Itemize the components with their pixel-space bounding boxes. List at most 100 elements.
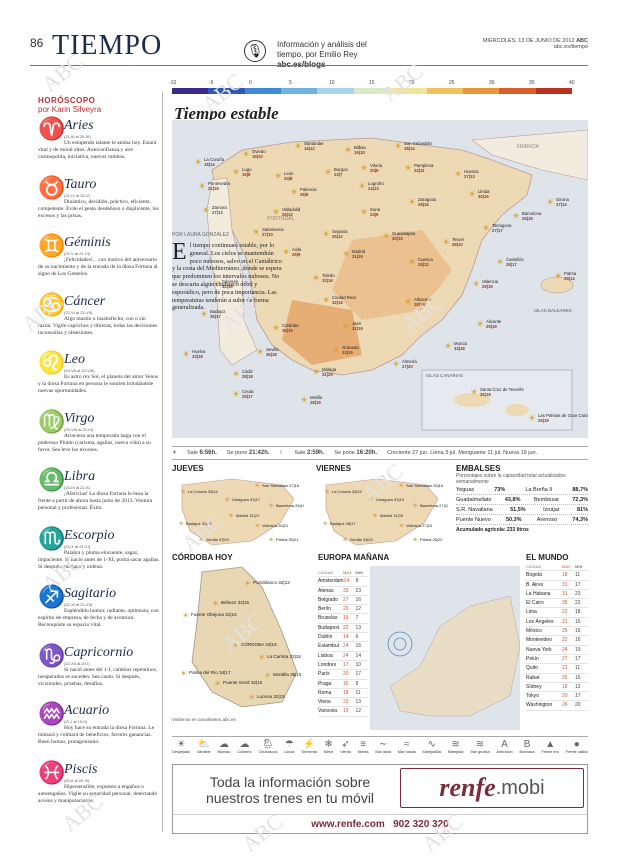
legend-icon: B (523, 739, 531, 750)
sun-icon: ☀ (258, 653, 265, 662)
scale-label: 35 (529, 80, 535, 86)
page-number: 86 (30, 36, 44, 50)
city-cell: Londres (318, 661, 337, 668)
city-name: San Sebastián (404, 141, 433, 146)
sun-icon: ☀ (404, 163, 412, 173)
blog-promo[interactable]: Información y análisis del tiempo, por E… (277, 40, 367, 70)
town-forecast: ☀ Montilla 35|15 (264, 671, 302, 680)
zodiac-icon: ♎ (38, 467, 66, 492)
city-forecast: ☀ Badajoz 28|17 (322, 520, 356, 528)
europe-map (370, 566, 520, 730)
sunrise-label: Sale (186, 450, 198, 456)
legend-item: ≋ Marejada (448, 739, 464, 758)
canarias-label: ISLAS CANARIAS (426, 373, 463, 378)
city-name: Ceuta (242, 389, 254, 394)
city-temps: 28|18 (242, 374, 253, 379)
renfe-ad[interactable] (172, 764, 588, 814)
sign-text: Algo mustio o insatisfecho, con o sin ra… (38, 315, 158, 336)
horoscope-sign: ♑ Capricornio (22-XII al 20-I) Si nació ant… (38, 644, 160, 703)
city-temps: 32|16 (332, 300, 343, 305)
city-temps: 26|12 (282, 212, 293, 217)
cordoba-footer[interactable]: Visítenos en canalmeteo.abc.es (172, 717, 236, 722)
sign-dates: (22-XI al 21-XII) (64, 602, 93, 607)
sign-name: Acuario (64, 703, 110, 718)
city-temps: 27|20 (402, 364, 413, 369)
city-name: Valladolid (282, 207, 301, 212)
city-temps: 23|7 (334, 172, 343, 177)
table-row: Budapest 22 13 (318, 624, 368, 634)
sign-dates: (23-IX al 22-X) (64, 485, 91, 490)
town-text: Palma del Río 34|17 (189, 670, 231, 675)
max-cell: 27 (562, 655, 568, 662)
city-temps: 28|12 (418, 262, 429, 267)
city-name: Palma (564, 271, 577, 276)
sun-icon: ☀ (324, 167, 332, 177)
horoscope-author: por Karin Silveyra (38, 105, 102, 114)
embalse-row: Puente Nuevo 50,3% Arenoso 74,3% (456, 515, 588, 525)
sun-icon: ☀ (472, 279, 480, 289)
legend-icon: 🌦 (261, 739, 275, 750)
sunrise-time: 6:56h. (199, 450, 217, 456)
table-row: Estambul 24 16 (318, 642, 368, 652)
sun-icon: ☀ (408, 197, 416, 207)
city-name: Toledo (322, 273, 335, 278)
city-forecast: ☀ Sevilla 33|20 (342, 536, 374, 544)
city-forecast-text: Madrid 31|19 (380, 513, 404, 518)
city-name: Cádiz (242, 369, 253, 374)
gran-canaria-land (505, 404, 529, 416)
scale-label: -5 (209, 80, 214, 86)
min-cell: 22 (575, 600, 581, 607)
sun-icon: ☀ (290, 187, 298, 197)
sun-icon: ☀ (282, 247, 290, 257)
sign-name: Leo (64, 352, 85, 367)
sun-icon: ☀ (182, 349, 190, 359)
sun-icon: ☀ (178, 520, 184, 528)
ad-suffix: .mobi (495, 776, 545, 799)
city-temps: 22|15 (208, 186, 219, 191)
moonrise-label: Sale (294, 450, 306, 456)
min-cell: 12 (355, 606, 362, 613)
sun-icon: ☀ (212, 279, 220, 289)
max-cell: 21 (562, 618, 568, 625)
zodiac-icon: ♈ (38, 116, 66, 141)
sun-icon: ☀ (256, 347, 264, 357)
table-row: Roma 18 11 (318, 689, 368, 699)
embalse-row: S.R. Navallana 51,5% Iznájar 81% (456, 505, 588, 515)
table-row: Berlín 20 12 (318, 605, 368, 615)
city-temps: 31|19 (352, 254, 363, 259)
ad-url[interactable]: www.renfe.com (311, 819, 385, 830)
legend-icon: ≈ (403, 739, 410, 750)
sun-icon: ☀ (268, 502, 274, 510)
city-forecast: ☀ Madrid 31|19 (372, 512, 404, 520)
city-cell: Nueva York (526, 646, 552, 653)
intro-body: l tiempo continuará estable, por lo gene… (172, 242, 282, 312)
web-url[interactable]: abc.es/tiempo (553, 44, 588, 50)
embalse-pct: 81% (576, 507, 588, 513)
table-row: Nueva York 24 19 (526, 646, 588, 655)
jueves-panel: JUEVES ☀ La Coruña 20|16 ☀ San Sebastián 27… (172, 464, 306, 558)
sun-icon: ☀ (528, 413, 536, 423)
blog-url[interactable]: abc.es/blogs (277, 60, 325, 69)
city-temps: 27|17 (492, 228, 503, 233)
max-cell: 24 (343, 643, 349, 650)
renfe-logo[interactable]: renfe .mobi (400, 768, 584, 808)
city-cell: Rabat (526, 674, 540, 681)
city-forecast: ☀ Zaragoza 31|17 (224, 496, 261, 504)
town-forecast: ☀ La Carlota 33|15 (258, 653, 301, 662)
embalse-name: Iznájar (543, 507, 560, 513)
ad-contact[interactable]: www.renfe.com 902 320 320 (172, 814, 588, 834)
zodiac-icon: ♌ (38, 350, 66, 375)
